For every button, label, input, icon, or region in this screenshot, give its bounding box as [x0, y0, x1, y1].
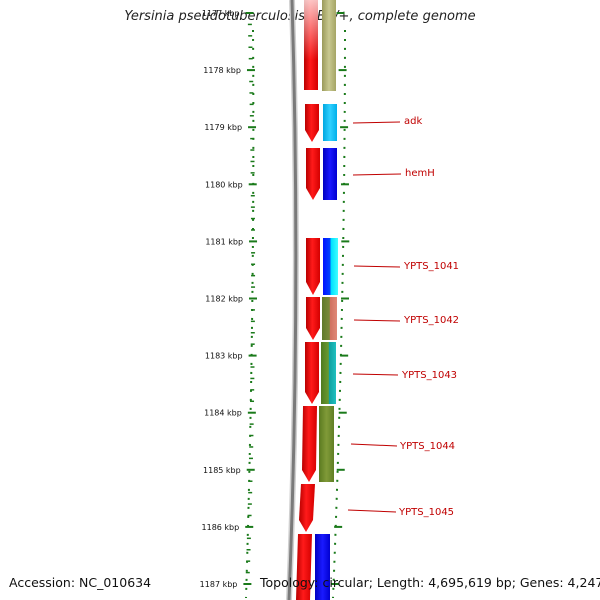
cds-0	[304, 0, 318, 90]
forward-cds-track	[296, 0, 320, 600]
cog-block-YPTS-1042	[322, 297, 337, 340]
cds-YPTS-1043	[305, 342, 319, 404]
dotted-guide-right	[332, 29, 346, 599]
minor-ticks	[245, 23, 256, 574]
cog-block-YPTS-1041	[323, 238, 338, 295]
cog-block-olive	[322, 0, 336, 91]
gene-label-YPTS-1043: YPTS_1043	[401, 370, 457, 381]
cog-block-next	[315, 534, 330, 600]
tick-label: 1177 kbp	[202, 9, 240, 18]
tick-label: 1183 kbp	[205, 352, 243, 361]
tick-label: 1185 kbp	[203, 466, 241, 475]
tick-layer: 1177 kbp 1178 kbp 1179 kbp 1180 kbp 1181 kbp…	[200, 9, 350, 599]
gene-label-adk: adk	[404, 116, 422, 127]
tick-label: 1182 kbp	[205, 295, 243, 304]
cds-YPTS-1041	[306, 238, 320, 295]
cds-next	[296, 534, 312, 600]
backbone	[286, 0, 299, 600]
cds-YPTS-1044	[302, 406, 317, 482]
cds-adk	[305, 104, 319, 142]
tick-label: 1179 kbp	[204, 123, 242, 132]
cog-block-adk	[323, 104, 337, 141]
tick-labels: 1177 kbp 1178 kbp 1179 kbp 1180 kbp 1181 kbp…	[200, 9, 243, 589]
cog-track	[315, 0, 338, 600]
tick-label: 1180 kbp	[205, 180, 243, 189]
gene-label-YPTS-1045: YPTS_1045	[398, 507, 454, 518]
gene-labels: adk hemH YPTS_1041 YPTS_1042 YPTS_1043 Y…	[398, 116, 459, 518]
map-title: Yersinia pseudotuberculosis PB1/+, compl…	[124, 9, 476, 24]
gene-label-lines	[347, 121, 402, 513]
gene-label-YPTS-1041: YPTS_1041	[403, 261, 459, 272]
gene-label-YPTS-1044: YPTS_1044	[399, 441, 455, 452]
tick-label: 1184 kbp	[204, 409, 242, 418]
tick-label: 1181 kbp	[205, 237, 243, 246]
tick-label: 1186 kbp	[202, 523, 240, 532]
cog-block-YPTS-1044	[319, 406, 334, 482]
tick-label: 1187 kbp	[200, 580, 238, 589]
cds-hemH	[306, 148, 320, 200]
major-ticks	[243, 12, 258, 585]
gene-label-YPTS-1042: YPTS_1042	[403, 315, 459, 326]
cds-YPTS-1042	[306, 297, 320, 340]
cog-block-YPTS-1043	[321, 342, 336, 404]
tick-label: 1178 kbp	[203, 66, 241, 75]
right-ticks	[330, 12, 350, 585]
accession-label: Accession: NC_010634	[9, 575, 152, 590]
topology-summary: Topology: circular; Length: 4,695,619 bp…	[260, 575, 600, 590]
cds-YPTS-1045	[299, 484, 315, 532]
cog-block-hemH	[323, 148, 337, 200]
gene-label-hemH: hemH	[405, 168, 435, 179]
